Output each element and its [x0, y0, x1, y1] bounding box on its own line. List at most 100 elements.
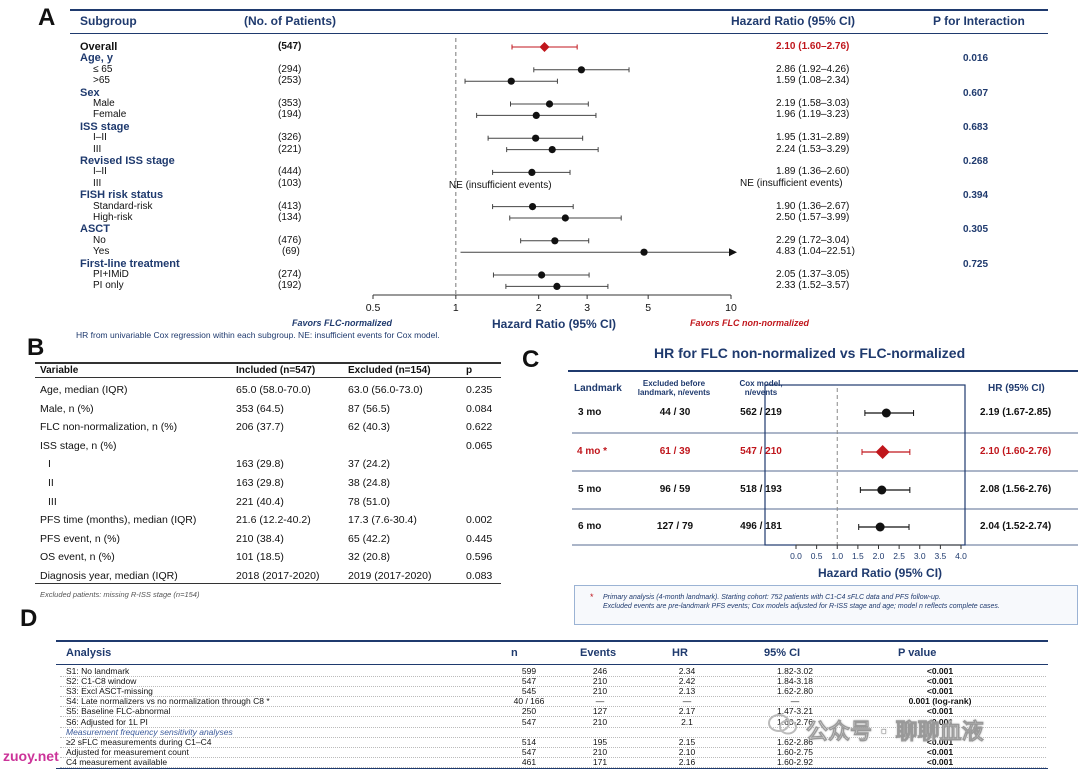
hr-ci-text: 1.90 (1.36–2.67)	[776, 200, 850, 212]
subgroup-label: PI+IMiD	[93, 269, 129, 280]
subgroup-label: I–II	[93, 166, 107, 178]
subgroup-label: ≤ 65	[93, 63, 113, 75]
cell-value: <0.001	[926, 686, 954, 697]
panel-a-header-p: P for Interaction	[933, 14, 1025, 28]
column-header: Variable	[40, 365, 79, 376]
cell-value: 0.235	[466, 384, 493, 396]
subgroup-label: III	[93, 177, 102, 189]
x-tick-label: 1	[453, 302, 459, 314]
cell-value: —	[595, 696, 605, 707]
cell-value: 101 (18.5)	[236, 551, 284, 564]
x-tick-label: 5	[645, 302, 651, 314]
patient-count: (326)	[278, 132, 302, 144]
panel-d-header-rule	[56, 664, 1048, 665]
row-label: Diagnosis year, median (IQR)	[40, 570, 178, 582]
cell-value: 0.445	[466, 532, 493, 545]
patient-count: (413)	[278, 200, 302, 212]
cell-value: 195	[592, 736, 608, 747]
row-divider	[60, 696, 1046, 698]
hr-ci-text: 2.86 (1.92–4.26)	[776, 63, 850, 75]
cell-value: 17.3 (7.6-30.4)	[348, 514, 417, 527]
column-header: p	[466, 365, 473, 376]
panel-c-title: HR for FLC non-normalized vs FLC-normali…	[654, 345, 966, 361]
point-estimate	[551, 237, 559, 245]
cell-value: 0.596	[466, 551, 493, 564]
cell-value: 250	[521, 706, 537, 717]
x-tick-label: 1.0	[831, 551, 843, 561]
cell-value: 87 (56.5)	[348, 402, 391, 415]
hr-ci-text: 2.50 (1.57–3.99)	[776, 212, 850, 223]
subgroup-heading: First-line treatment	[80, 257, 180, 270]
row-divider	[60, 746, 1046, 748]
x-tick-label: 10	[725, 302, 737, 314]
panel-b-header-rule	[35, 377, 501, 378]
cell-value: 2.34	[678, 666, 696, 676]
point-estimate	[877, 485, 887, 495]
patient-count: (547)	[278, 41, 302, 52]
panel-d-letter: D	[20, 605, 38, 632]
cell-value: 2.1	[681, 716, 693, 727]
hr-ci-text: 1.89 (1.36–2.60)	[776, 166, 850, 178]
cell-value: 63.0 (56.0-73.0)	[348, 384, 423, 396]
row-label: Male, n (%)	[40, 402, 94, 415]
excluded-count: 127 / 79	[656, 521, 694, 532]
cell-value: 163 (29.8)	[236, 458, 284, 471]
cell-value: 127	[592, 706, 608, 717]
cell-value: 1.84-3.18	[777, 676, 813, 687]
cell-value: 2.15	[678, 736, 696, 747]
analysis-label: ≥2 sFLC measurements during C1–C4	[66, 736, 212, 747]
x-tick-label: 2.5	[893, 551, 905, 561]
excluded-count: 61 / 39	[659, 446, 691, 457]
row-divider	[60, 766, 1046, 768]
hr-ci-text: NE (insufficient events)	[740, 177, 843, 189]
cell-value: <0.001	[926, 736, 954, 747]
watermark-site: zuoy.net	[3, 748, 59, 764]
hr-ci-text: 2.19 (1.58–3.03)	[776, 98, 850, 109]
subgroup-label: Male	[93, 98, 115, 109]
cox-count: 547 / 210	[740, 446, 782, 457]
row-divider	[60, 706, 1046, 708]
row-divider	[60, 726, 1046, 728]
subgroup-heading: ISS stage	[80, 120, 130, 133]
point-estimate	[875, 522, 885, 532]
patient-count: (134)	[278, 212, 302, 223]
cell-value: 2.16	[678, 756, 696, 767]
analysis-label: Adjusted for measurement count	[66, 746, 189, 757]
landmark-label: 4 mo *	[577, 446, 608, 457]
panel-a-top-rule	[70, 9, 1048, 11]
plot-frame	[764, 384, 966, 546]
analysis-label: S3: Excl ASCT-missing	[66, 686, 153, 697]
panel-c-header-excluded: Excluded before landmark, n/events	[637, 379, 711, 397]
cell-value: 545	[521, 686, 537, 697]
analysis-label: S5: Baseline FLC-abnormal	[66, 706, 171, 717]
watermark-text: 公众号 · 聊聊血液	[806, 720, 984, 746]
ci-arrow	[729, 248, 737, 257]
x-tick-label: 3.0	[914, 551, 926, 561]
column-header: P value	[898, 647, 937, 659]
subgroup-label: PI only	[93, 280, 124, 292]
cell-value: 1.62-2.86	[777, 736, 813, 747]
hr-ci-text: 2.10 (1.60–2.76)	[776, 41, 850, 52]
subgroup-heading: ASCT	[80, 223, 110, 236]
row-label: Age, median (IQR)	[40, 384, 128, 396]
cell-value: 1.62-2.80	[777, 686, 813, 697]
row-label: OS event, n (%)	[40, 551, 115, 564]
cell-value: 21.6 (12.2-40.2)	[236, 514, 311, 527]
cell-value: <0.001	[926, 676, 954, 687]
cell-value: 40 / 166	[513, 696, 545, 707]
panel-b-letter: B	[27, 334, 45, 361]
analysis-label: S6: Adjusted for 1L PI	[66, 716, 148, 727]
column-header: Analysis	[66, 647, 112, 659]
panel-a-header-rule	[70, 33, 1048, 34]
patient-count: (353)	[278, 98, 302, 109]
landmark-label: 5 mo	[578, 484, 602, 495]
subgroup-label: Female	[93, 109, 127, 121]
cell-value: —	[682, 696, 692, 707]
p-interaction: 0.607	[963, 87, 989, 99]
panel-b-bottom-rule	[35, 583, 501, 584]
cell-value: 210	[592, 746, 608, 757]
subgroup-label: I–II	[93, 132, 107, 144]
cell-value: <0.001	[926, 746, 954, 757]
point-estimate	[548, 146, 556, 154]
point-estimate	[553, 282, 561, 290]
